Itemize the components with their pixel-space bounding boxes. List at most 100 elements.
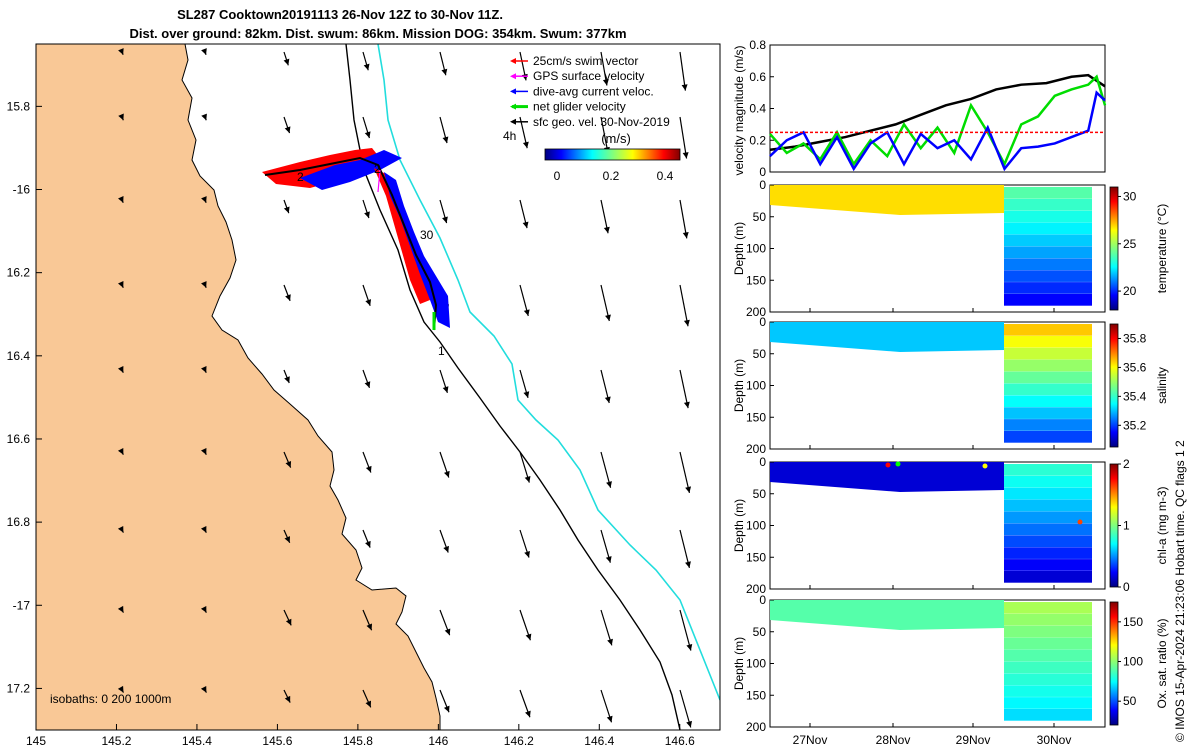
section-deep-band xyxy=(1004,475,1092,488)
vector-arrowhead xyxy=(444,470,450,478)
vector-arrowhead xyxy=(607,638,613,646)
map-x-tick-label: 146 xyxy=(428,734,448,748)
section-y-tick-label: 50 xyxy=(753,625,767,639)
vector-arrow xyxy=(679,689,692,728)
section-deep-band xyxy=(1004,487,1092,500)
vector-arrowhead xyxy=(284,695,291,703)
section-deep-band xyxy=(1004,523,1092,536)
vector-arrowhead xyxy=(365,700,372,708)
vector-arrowhead xyxy=(284,536,290,543)
section-shallow-band xyxy=(770,185,1004,215)
section-deep-band xyxy=(1004,547,1092,559)
section-deep-band xyxy=(1004,571,1092,583)
section-cb-tick-label: 2 xyxy=(1123,457,1130,471)
section-speckle xyxy=(1077,519,1083,525)
vector-arrowhead xyxy=(364,211,370,219)
isobath-200 xyxy=(345,44,681,730)
map-panel: isobaths: 0 200 1000m 145 145.2 145.4 145.6… xyxy=(7,43,721,748)
section-cb-label: salinity xyxy=(1155,367,1169,404)
section-deep-band xyxy=(1004,709,1092,721)
map-colorbar-label: (m/s) xyxy=(601,131,631,146)
section-panel: 0 50 100 150 200 Depth (m) 35.2 35.4 35.6 35.8 sal… xyxy=(732,315,1169,456)
section-cb-tick-label: 35.2 xyxy=(1123,418,1147,432)
velocity-tick-label: 0 xyxy=(759,165,766,179)
track-annotation-30: 30 xyxy=(420,228,434,242)
section-speckle xyxy=(895,461,901,467)
section-deep-band xyxy=(1004,210,1092,223)
map-y-tick-label: 16.4 xyxy=(7,349,31,363)
section-cb-tick-label: 30 xyxy=(1123,189,1137,203)
map-frame xyxy=(35,43,721,731)
section-ylabel: Depth (m) xyxy=(732,637,746,690)
land xyxy=(36,44,441,730)
surface-vectors xyxy=(117,48,693,728)
vector-arrowhead xyxy=(285,460,292,468)
vector-arrow xyxy=(679,369,689,409)
vector-arrowhead xyxy=(606,715,613,723)
legend-label: 25cm/s swim vector xyxy=(533,54,638,68)
section-deep-band xyxy=(1004,559,1092,571)
map-y-tick-label: 15.8 xyxy=(7,99,31,113)
map-x-tick-label: 146.6 xyxy=(665,734,695,748)
legend-label: GPS surface velocity xyxy=(533,69,644,83)
section-cb-tick-label: 1 xyxy=(1123,519,1130,533)
map-x-tick-label: 146.2 xyxy=(504,734,534,748)
vector-arrowhead xyxy=(524,550,530,558)
section-y-tick-label: 0 xyxy=(759,315,766,329)
section-cb-tick-label: 20 xyxy=(1123,284,1137,298)
section-deep-band xyxy=(1004,613,1092,626)
vector-arrowhead xyxy=(683,319,690,327)
vector-arrowhead xyxy=(365,465,372,473)
section-deep-band xyxy=(1004,270,1092,282)
section-y-tick-label: 150 xyxy=(746,410,766,424)
vector-arrowhead xyxy=(118,48,124,55)
section-panel: 0 50 100 150 200 Depth (m) 0 1 2 chl-a (mg m-3) xyxy=(732,455,1169,596)
section-x-tick-label: 29Nov xyxy=(956,733,991,747)
section-deep-band xyxy=(1004,499,1092,512)
section-shallow-band xyxy=(770,322,1004,352)
map-y-tick-label: -17 xyxy=(13,598,31,612)
section-deep-band xyxy=(1004,511,1092,524)
vector-arrowhead xyxy=(606,481,612,488)
vector-arrowhead xyxy=(201,113,207,121)
vector-arrowhead xyxy=(522,221,529,229)
section-deep-band xyxy=(1004,246,1092,259)
section-deep-band xyxy=(1004,258,1092,271)
velocity-ylabel: velocity magnitude (m/s) xyxy=(732,45,746,175)
track-red-band xyxy=(374,168,430,304)
vector-arrowhead xyxy=(117,685,124,693)
section-y-tick-label: 50 xyxy=(753,347,767,361)
section-y-tick-label: 200 xyxy=(746,442,766,456)
vector-arrowhead xyxy=(283,58,290,66)
section-deep-band xyxy=(1004,649,1092,662)
vector-arrowhead xyxy=(201,366,207,373)
section-y-tick-label: 150 xyxy=(746,273,766,287)
section-y-tick-label: 100 xyxy=(746,519,766,533)
map-x-tick-label: 145.8 xyxy=(343,734,373,748)
section-cb-tick-label: 0 xyxy=(1123,580,1130,594)
section-cb-tick-label: 35.6 xyxy=(1123,360,1147,374)
section-deep-band xyxy=(1004,661,1092,674)
map-y-tick-label: 16.8 xyxy=(7,515,31,529)
vector-arrowhead xyxy=(117,605,124,613)
section-deep-band xyxy=(1004,419,1092,431)
map-x-tick-label: 145.6 xyxy=(262,734,292,748)
section-deep-band xyxy=(1004,371,1092,384)
section-deep-band xyxy=(1004,464,1092,476)
section-deep-band xyxy=(1004,222,1092,235)
section-y-tick-label: 100 xyxy=(746,657,766,671)
vector-arrow xyxy=(679,529,691,568)
vector-arrowhead xyxy=(284,376,290,383)
velocity-series-line xyxy=(769,74,1107,167)
section-speckle xyxy=(982,463,988,469)
velocity-series-line xyxy=(769,90,1106,172)
section-y-tick-label: 50 xyxy=(753,487,767,501)
title-line1: SL287 Cooktown20191113 26-Nov 12Z to 30-… xyxy=(177,7,503,22)
map-colorbar-tick-label: 0.2 xyxy=(603,169,620,183)
map-x-tick-label: 145.4 xyxy=(182,734,212,748)
vector-arrowhead xyxy=(364,131,371,139)
section-y-tick-label: 100 xyxy=(746,242,766,256)
map-x-axis: 145 145.2 145.4 145.6 145.8 146 146.2 146.4 146.… xyxy=(26,724,695,748)
section-y-tick-label: 0 xyxy=(759,455,766,469)
map-colorbar-tick-label: 0 xyxy=(554,169,561,183)
